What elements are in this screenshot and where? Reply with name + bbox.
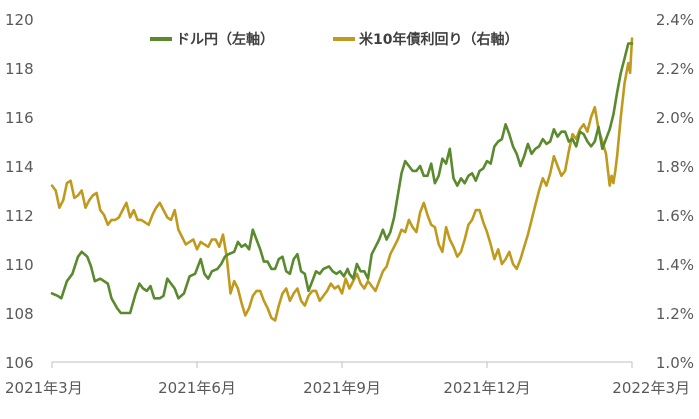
- y-right-tick-label: 1.4%: [656, 256, 694, 274]
- y-axis-left: 106 108 110 112 114 116 118 120: [5, 11, 34, 372]
- y-right-tick-label: 2.4%: [656, 11, 694, 29]
- y-right-tick-label: 2.2%: [656, 60, 694, 78]
- y-left-tick-label: 118: [5, 60, 34, 78]
- y-left-tick-label: 112: [5, 207, 34, 225]
- x-tick-label: 2021年9月: [303, 379, 381, 397]
- y-left-tick-label: 108: [5, 305, 34, 323]
- y-right-tick-label: 1.6%: [656, 207, 694, 225]
- series-line-us10y: [50, 37, 634, 322]
- y-left-tick-label: 120: [5, 11, 34, 29]
- y-left-tick-label: 110: [5, 256, 34, 274]
- legend-label-us10y: 米10年債利回り（右軸）: [359, 31, 518, 48]
- series-lines: [50, 37, 634, 322]
- x-tick-label: 2022年3月: [612, 379, 690, 397]
- y-left-tick-label: 106: [5, 354, 34, 372]
- y-right-tick-label: 2.0%: [656, 109, 694, 127]
- x-tick-label: 2021年3月: [5, 379, 83, 397]
- y-right-tick-label: 1.8%: [656, 158, 694, 176]
- y-left-tick-label: 114: [5, 158, 34, 176]
- series-line-usdjpy: [50, 42, 634, 315]
- y-right-tick-label: 1.0%: [656, 354, 694, 372]
- y-right-tick-label: 1.2%: [656, 305, 694, 323]
- x-axis-ticks: [51, 362, 633, 368]
- y-axis-right: 1.0% 1.2% 1.4% 1.6% 1.8% 2.0% 2.2% 2.4%: [656, 11, 694, 372]
- y-left-tick-label: 116: [5, 109, 34, 127]
- legend: ドル円（左軸） 米10年債利回り（右軸）: [150, 31, 518, 48]
- x-tick-label: 2021年6月: [158, 379, 236, 397]
- x-axis-labels: 2021年3月 2021年6月 2021年9月 2021年12月 2022年3月: [5, 379, 690, 397]
- x-tick-label: 2021年12月: [443, 379, 530, 397]
- legend-label-usdjpy: ドル円（左軸）: [176, 31, 274, 48]
